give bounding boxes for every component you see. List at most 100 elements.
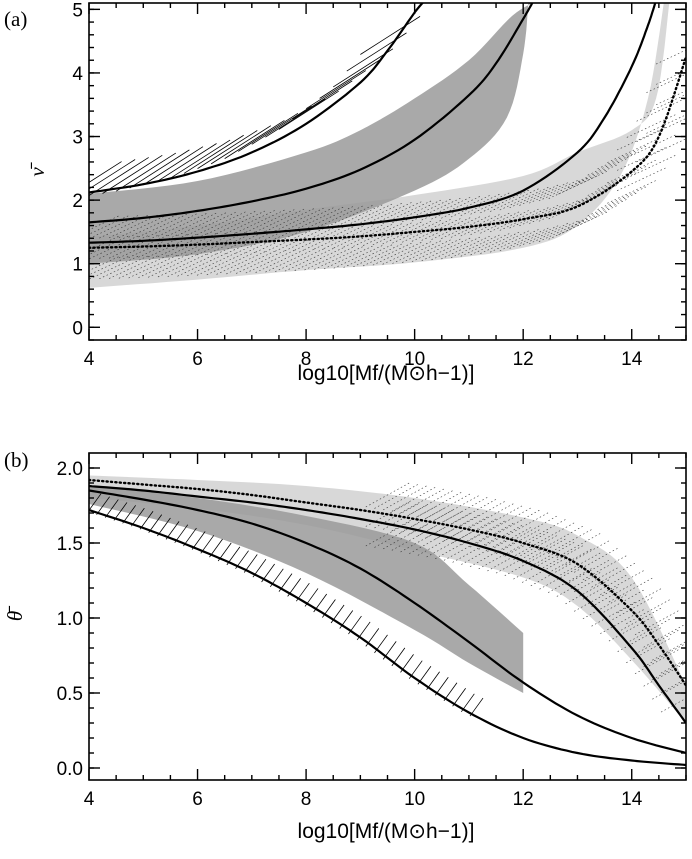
dotted-hatch: [617, 588, 662, 613]
dotted-hatch: [626, 154, 676, 179]
dotted-hatch: [499, 186, 549, 211]
dotted-hatch: [206, 251, 256, 276]
dotted-hatch: [365, 482, 410, 508]
dotted-hatch: [99, 235, 149, 259]
series-line-1: [89, 508, 686, 767]
dotted-hatch: [108, 214, 159, 239]
dotted-hatch: [597, 145, 647, 170]
dotted-hatch: [643, 662, 686, 687]
dotted-hatch: [656, 49, 686, 65]
dotted-hatch: [362, 242, 413, 267]
dotted-hatch: [255, 249, 305, 273]
dotted-hatch: [565, 560, 610, 585]
hatch-line: [89, 161, 122, 183]
dotted-hatch: [548, 529, 592, 554]
dotted-hatch: [636, 118, 686, 142]
y-tick-label: 1: [72, 255, 83, 276]
dotted-hatch: [469, 542, 514, 567]
dotted-hatch: [409, 529, 453, 554]
dotted-hatch: [504, 551, 549, 577]
dotted-hatch: [383, 485, 427, 511]
dotted-hatch: [411, 238, 461, 262]
dotted-hatch: [138, 213, 188, 238]
dotted-hatch: [372, 241, 422, 266]
hatch-line: [305, 70, 367, 110]
dotted-hatch: [255, 208, 305, 233]
dotted-hatch: [652, 641, 686, 661]
dotted-hatch: [426, 532, 471, 558]
dotted-hatch: [538, 177, 588, 202]
dotted-hatch: [226, 210, 276, 234]
dotted-hatch: [108, 255, 159, 279]
dotted-hatch: [89, 256, 129, 276]
dotted-hatch: [530, 542, 575, 567]
dotted-hatch: [616, 126, 667, 151]
dotted-hatch: [108, 235, 159, 259]
x-tick-label: 14: [621, 789, 643, 810]
dotted-hatch: [421, 196, 471, 221]
dotted-hatch: [450, 214, 500, 238]
hatch-line: [113, 502, 128, 521]
dotted-hatch: [128, 254, 178, 279]
panel-a-bands: [89, 3, 670, 288]
dotted-hatch: [284, 207, 334, 231]
hatch-line: [89, 157, 149, 196]
dotted-hatch: [435, 534, 479, 559]
dotted-hatch: [499, 227, 549, 251]
dotted-hatch: [294, 227, 344, 251]
dotted-hatch: [391, 487, 436, 512]
panel-b-xlabel: log10[Mf/(M⊙h−1)]: [298, 820, 475, 843]
panel-b-bands: [89, 475, 686, 723]
dotted-hatch: [443, 536, 488, 561]
dotted-hatch: [323, 245, 373, 270]
dotted-hatch: [470, 231, 520, 256]
hatch-line: [89, 493, 102, 511]
dotted-hatch: [409, 490, 453, 515]
dotted-hatch: [435, 495, 479, 520]
dotted-hatch: [478, 525, 523, 550]
hatch-line: [102, 155, 163, 194]
dotted-hatch: [577, 199, 627, 223]
hatch-line: [89, 159, 136, 190]
dotted-hatch: [343, 244, 393, 268]
dotted-hatch: [304, 246, 354, 271]
series-line-3: [89, 484, 686, 724]
dotted-hatch: [480, 189, 530, 214]
x-tick-label: 4: [84, 349, 95, 370]
hatch-line: [96, 496, 110, 515]
dotted-hatch: [591, 582, 636, 607]
dotted-hatch: [539, 564, 584, 590]
dotted-hatch: [548, 216, 598, 240]
dotted-hatch: [509, 225, 559, 249]
dotted-hatch: [577, 158, 627, 182]
dotted-hatch: [382, 220, 432, 245]
dotted-hatch: [616, 147, 667, 171]
dotted-hatch: [636, 98, 686, 122]
hatch-line: [251, 105, 312, 145]
dotted-hatch: [587, 172, 637, 196]
dotted-hatch: [568, 164, 618, 189]
dotted-hatch: [478, 505, 523, 531]
x-tick-label: 8: [301, 789, 312, 810]
hatch-line: [115, 152, 177, 192]
dotted-hatch: [118, 214, 168, 238]
dotted-hatch: [187, 211, 237, 236]
panel-a-label: (a): [4, 7, 27, 31]
dotted-hatch: [548, 568, 592, 593]
dotted-hatch: [400, 527, 445, 553]
dotted-hatch: [626, 134, 676, 159]
dotted-hatch: [626, 114, 676, 138]
dotted-hatch: [323, 225, 373, 249]
dotted-hatch: [431, 236, 481, 261]
dotted-hatch: [128, 214, 178, 238]
dotted-hatch: [530, 522, 575, 548]
hatch-line: [148, 514, 163, 533]
hatch-line: [129, 149, 190, 189]
dotted-hatch: [646, 114, 686, 134]
dotted-hatch: [608, 616, 653, 642]
dotted-hatch: [660, 697, 686, 713]
dotted-hatch: [89, 235, 139, 259]
dotted-hatch: [626, 638, 670, 663]
y-tick-label: 0: [72, 318, 83, 339]
